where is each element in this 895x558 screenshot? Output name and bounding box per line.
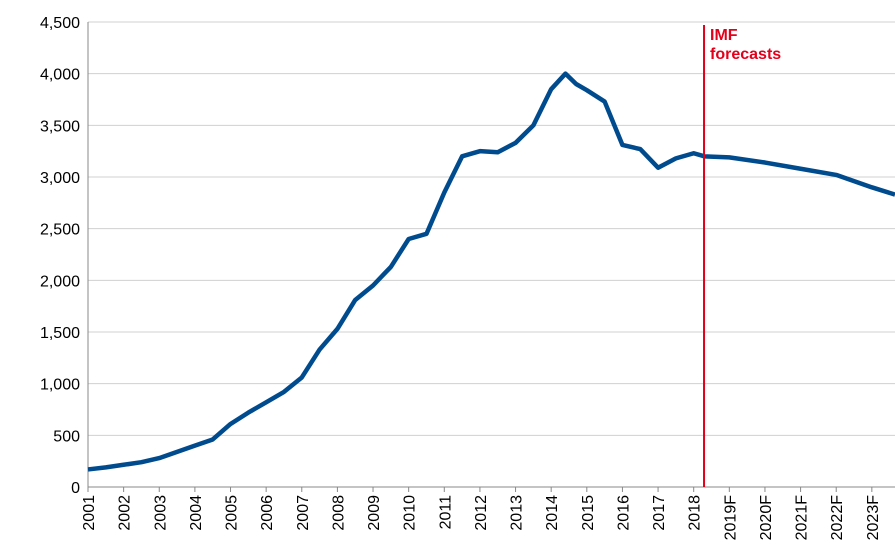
x-tick-label: 2017	[651, 495, 668, 531]
x-tick-label: 2013	[509, 495, 526, 531]
y-tick-label: 500	[53, 428, 80, 445]
y-tick-label: 2,000	[40, 273, 80, 290]
x-tick-label: 2019F	[722, 495, 739, 541]
annotation: forecasts	[710, 46, 781, 63]
y-tick-label: 4,500	[40, 15, 80, 32]
x-tick-label: 2023F	[865, 495, 882, 541]
data-line	[87, 71, 895, 472]
x-tick-label: 2001	[81, 495, 98, 531]
x-tick-label: 2005	[224, 495, 241, 531]
y-tick-label: 3,500	[40, 118, 80, 135]
y-tick-label: 1,000	[40, 377, 80, 394]
x-tick-label: 2018	[687, 495, 704, 531]
x-tick-label: 2002	[117, 495, 134, 531]
y-tick-label: 0	[71, 480, 80, 497]
x-tick-label: 2009	[366, 495, 383, 531]
y-tick-label: 2,500	[40, 222, 80, 239]
y-tick-label: 1,500	[40, 325, 80, 342]
x-tick-label: 2015	[580, 495, 597, 531]
x-tick-label: 2006	[259, 495, 276, 531]
x-tick-label: 2022F	[829, 495, 846, 541]
x-tick-label: 2021F	[794, 495, 811, 541]
annotation: IMF	[710, 27, 738, 44]
x-tick-label: 2014	[544, 495, 561, 531]
x-tick-label: 2012	[473, 495, 490, 531]
x-tick-label: 2003	[152, 495, 169, 531]
x-tick-label: 2010	[402, 495, 419, 531]
x-tick-label: 2011	[437, 495, 454, 530]
y-tick-label: 3,000	[40, 170, 80, 187]
x-tick-label: 2007	[295, 495, 312, 531]
x-tick-label: 2020F	[758, 495, 775, 541]
x-tick-label: 2004	[188, 495, 205, 531]
x-tick-label: 2016	[615, 495, 632, 531]
x-tick-label: 2008	[330, 495, 347, 531]
y-tick-label: 4,000	[40, 67, 80, 84]
